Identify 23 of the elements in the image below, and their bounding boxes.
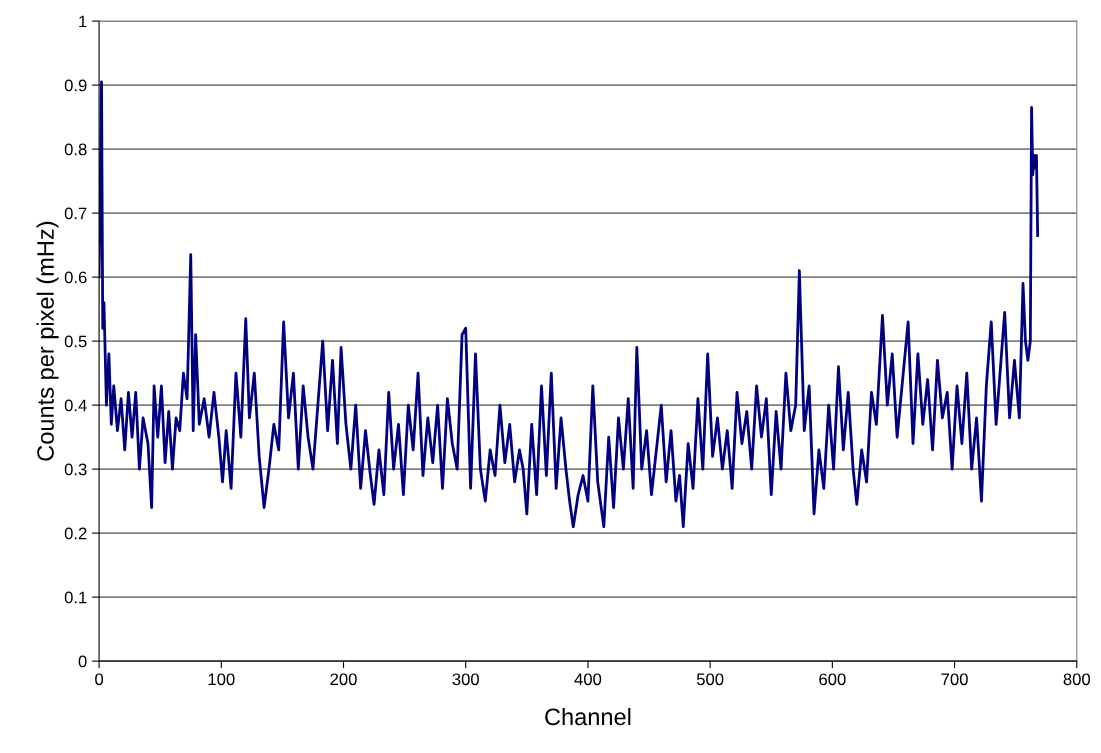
y-tick-label: 0.2 xyxy=(64,527,87,540)
y-tick-label: 0 xyxy=(78,655,87,668)
x-tick-label: 600 xyxy=(819,673,846,686)
x-tick-label: 200 xyxy=(330,673,357,686)
x-tick-label: 100 xyxy=(208,673,235,686)
x-tick-label: 700 xyxy=(941,673,968,686)
x-tick-label: 300 xyxy=(452,673,479,686)
x-tick-label: 800 xyxy=(1063,673,1091,686)
y-tick-label: 1 xyxy=(79,15,87,28)
y-tick-label: 0.1 xyxy=(64,591,87,604)
y-tick-label: 0.4 xyxy=(64,399,87,412)
y-tick-label: 0.6 xyxy=(64,271,87,284)
line-series xyxy=(99,80,1040,529)
y-tick-label: 0.5 xyxy=(64,335,87,348)
x-tick-label: 400 xyxy=(574,673,602,686)
y-tick-label: 0.3 xyxy=(64,463,87,476)
x-tick-label: 500 xyxy=(696,673,724,686)
x-tick-label: 0 xyxy=(95,673,104,686)
y-tick-label: 0.9 xyxy=(64,79,87,92)
y-tick-label: 0.7 xyxy=(64,207,87,220)
y-axis-title: Counts per pixel (mHz) xyxy=(36,221,59,461)
x-axis-title: Channel xyxy=(545,707,631,726)
y-tick-label: 0.8 xyxy=(64,143,87,156)
